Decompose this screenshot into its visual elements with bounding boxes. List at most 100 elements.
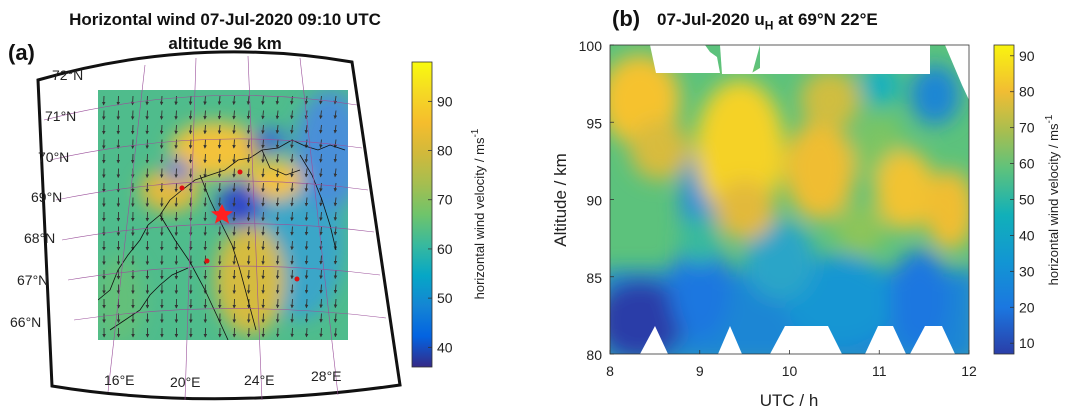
wind-arrow [290,240,294,251]
wind-arrow [319,327,323,338]
map-title-line2: altitude 96 km [168,34,282,53]
wind-arrow [203,110,207,120]
wind-arrow [333,298,338,309]
wind-arrow [275,269,280,280]
wind-arrow [275,284,280,294]
wind-arrow [333,197,338,207]
wind-arrow [159,95,164,106]
wind-arrow [232,182,236,193]
wind-arrow [304,240,309,251]
lat-label: 68°N [24,230,55,246]
colorbar-tick-label: 50 [437,290,453,306]
wind-arrow [188,168,193,178]
wind-arrow [333,182,338,192]
x-tick-label: 11 [872,363,887,379]
wind-arrow [304,197,309,207]
wind-arrow [304,124,309,134]
wind-arrow [188,153,193,164]
wind-arrow [319,153,323,163]
wind-arrow [232,124,236,135]
wind-arrow [275,240,280,251]
map-colorbar [411,61,433,368]
wind-arrow [304,211,309,222]
wind-arrow [290,255,294,265]
wind-arrow [319,298,323,309]
wind-arrow [246,226,251,236]
wind-arrow [319,124,323,134]
lat-label: 72°N [52,67,83,83]
wind-arrow [319,284,323,294]
wind-arrow [203,95,207,106]
wind-arrow [246,110,251,120]
wind-arrow [304,327,309,338]
wind-arrow [275,226,280,236]
colorbar-tick-label: 10 [1019,335,1035,351]
wind-arrow [275,139,280,149]
wind-arrow [188,95,193,106]
wind-arrow [319,269,323,280]
lat-label: 66°N [10,314,41,330]
y-tick-label: 95 [586,115,602,131]
wind-arrow [232,168,236,178]
wind-arrow [333,327,338,338]
wind-arrow [333,139,338,149]
wind-arrow [275,124,280,134]
wind-arrow [246,211,251,222]
wind-arrow [261,168,265,178]
wind-arrow [232,226,236,236]
colorbar-tick-label: 90 [437,93,453,109]
heatmap-colorbar-ticks: 10 20 30 40 50 60 70 80 90 [1010,48,1035,351]
wind-arrow [261,95,265,105]
x-tick-label: 10 [782,363,798,379]
wind-arrow [275,153,280,163]
x-tick-label: 8 [606,363,614,379]
colorbar-tick-label: 30 [1019,263,1035,279]
wind-arrow [232,139,236,149]
wind-arrow [290,284,294,294]
lon-label: 20°E [170,374,201,390]
wind-arrow [261,153,265,164]
wind-arrow [319,226,323,236]
wind-arrow [217,110,222,120]
wind-arrow [261,240,265,251]
wind-arrow [290,269,294,280]
colorbar-tick-label: 70 [1019,120,1035,136]
wind-arrow [246,95,251,105]
wind-arrow [246,139,251,149]
wind-arrow [304,255,309,265]
wind-arrow [174,139,178,149]
wind-arrow [333,284,338,294]
x-tick-label: 9 [696,363,704,379]
wind-arrow [275,197,280,207]
heatmap-ticks: 8 9 10 11 12 80 85 90 95 100 [579,38,977,379]
wind-arrow [275,211,280,222]
wind-arrow [333,153,338,163]
wind-arrow [333,313,338,323]
wind-arrow [159,124,164,135]
wind-arrow [232,110,236,120]
wind-arrow [203,168,207,178]
wind-arrow [203,139,207,149]
heatmap-title-sub: H [764,18,774,33]
wind-arrow [333,269,338,280]
wind-arrow [333,124,338,134]
map-colorbar-label: horizontal wind velocity / ms-1 [470,128,487,299]
wind-arrow [333,95,338,105]
wind-arrow [232,197,236,207]
wind-arrow [188,139,193,149]
station-marker [294,276,300,282]
wind-arrow [261,124,265,134]
wind-arrow [261,110,265,120]
wind-arrow [217,182,222,193]
wind-arrow [290,313,294,323]
colorbar-tick-label: 60 [437,241,453,257]
wind-arrow [174,95,178,106]
heatmap-panel: 8 9 10 11 12 80 85 90 95 100 UTC / h Altitude / k… [551,38,1061,410]
wind-arrow [304,168,309,178]
wind-arrow [290,153,294,163]
station-marker [179,185,185,191]
panel-a-label: (a) [8,40,35,65]
wind-arrow [275,168,280,178]
lon-label: 28°E [311,368,342,384]
wind-arrow [232,211,236,222]
